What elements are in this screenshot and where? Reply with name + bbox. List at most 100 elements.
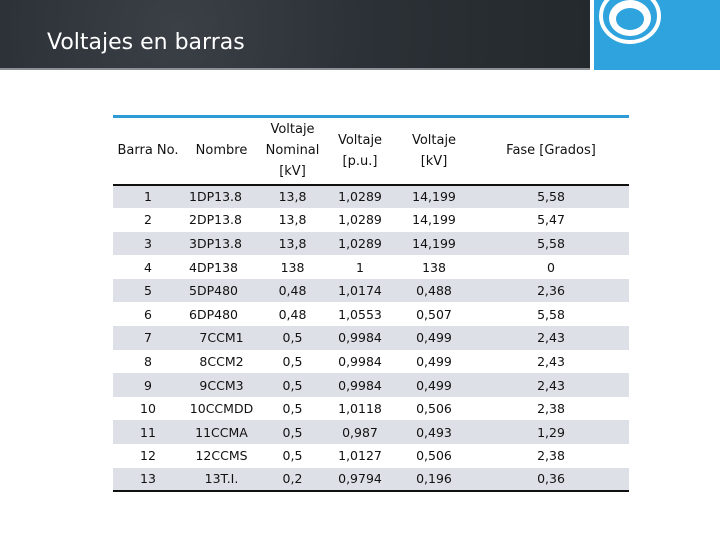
- header-voltaje-pu: Voltaje [p.u.]: [325, 115, 395, 186]
- cell-voltaje-kv: 0,506: [416, 448, 452, 464]
- cell-voltaje-pu: 0,9794: [325, 467, 395, 493]
- cell-fase: 2,43: [537, 353, 565, 369]
- table-row: 4 4DP138 138 1 138 0: [113, 255, 629, 279]
- table-row: 13 13T.I. 0,2 0,9794 0,196 0,36: [113, 467, 629, 493]
- header-fase-text: Fase [Grados]: [506, 143, 596, 159]
- cell-voltaje-pu: 1,0553: [338, 306, 382, 322]
- cell-fase: 0: [547, 259, 555, 275]
- cell-voltaje-nominal: 0,5: [282, 330, 303, 346]
- cell-nombre: 13T.I.: [183, 467, 260, 493]
- cell-voltaje-nominal: 0,5: [282, 424, 303, 440]
- cell-voltaje-pu: 1,0289: [338, 235, 382, 251]
- header-line: [kV]: [420, 153, 448, 169]
- cell-voltaje-kv: 14,199: [412, 235, 456, 251]
- cell-barra-no: 13: [113, 467, 183, 493]
- cell-barra-no: 12: [140, 448, 156, 464]
- cell-voltaje-nominal: 13,8: [278, 212, 307, 228]
- cell-barra-no: 1: [144, 189, 152, 205]
- cell-fase: 5,58: [537, 235, 565, 251]
- cell-nombre: 8CCM2: [199, 353, 244, 369]
- cell-nombre: 6DP480: [189, 306, 238, 322]
- cell-fase: 2,43: [537, 377, 565, 393]
- cell-voltaje-nominal: 13,8: [278, 189, 307, 205]
- table-row: 10 10CCMDD 0,5 1,0118 0,506 2,38: [113, 396, 629, 421]
- cell-barra-no: 8: [144, 353, 152, 369]
- cell-nombre: 10CCMDD: [189, 401, 254, 417]
- header-barra: Barra No.: [113, 115, 183, 186]
- cell-fase: 5,47: [537, 212, 565, 228]
- cell-barra-no: 10: [140, 401, 156, 417]
- cell-barra-no: 2: [144, 212, 152, 228]
- header-line: [kV]: [279, 164, 306, 180]
- title-underline: [0, 68, 590, 70]
- cell-nombre: 3DP13.8: [189, 235, 242, 251]
- cell-barra-no: 4: [144, 259, 152, 275]
- cell-voltaje-kv: 14,199: [412, 189, 456, 205]
- cell-fase: 2,36: [537, 283, 565, 299]
- cell-voltaje-nominal: 0,5: [282, 401, 303, 417]
- table-row: 11 11CCMA 0,5 0,987 0,493 1,29: [113, 420, 629, 445]
- header-voltaje-kv: Voltaje [kV]: [395, 115, 473, 186]
- cell-nombre: 1DP13.8: [189, 189, 242, 205]
- cell-fase: 5,58: [537, 306, 565, 322]
- header-nombre-text: Nombre: [195, 143, 248, 159]
- cell-barra-no: 3: [144, 235, 152, 251]
- cell-voltaje-pu: 0,987: [342, 424, 378, 440]
- cell-voltaje-kv: 138: [422, 259, 446, 275]
- cell-voltaje-kv: 0,499: [416, 353, 452, 369]
- cell-voltaje-kv: 0,506: [416, 401, 452, 417]
- cell-voltaje-nominal: 138: [280, 259, 305, 275]
- title-bar: [0, 0, 590, 70]
- cell-voltaje-pu: 1,0118: [338, 401, 382, 417]
- table-row: 9 9CCM3 0,5 0,9984 0,499 2,43: [113, 373, 629, 397]
- voltage-table: Barra No. Nombre Voltaje Nominal [kV] Vo…: [113, 115, 629, 493]
- cell-voltaje-nominal: 0,48: [278, 283, 307, 299]
- header-fase: Fase [Grados]: [473, 115, 629, 186]
- header-line: Voltaje: [337, 132, 383, 148]
- cell-voltaje-kv: 0,499: [416, 377, 452, 393]
- cell-voltaje-kv: 0,493: [416, 424, 452, 440]
- cell-fase: 0,36: [473, 467, 629, 493]
- header-line: [p.u.]: [342, 153, 378, 169]
- cell-voltaje-pu: 1: [356, 259, 364, 275]
- cell-fase: 1,29: [537, 424, 565, 440]
- header-line: Nominal: [265, 143, 320, 159]
- cell-fase: 2,38: [537, 448, 565, 464]
- table-row: 2 2DP13.8 13,8 1,0289 14,199 5,47: [113, 208, 629, 232]
- cell-voltaje-pu: 0,9984: [338, 353, 382, 369]
- cell-voltaje-kv: 14,199: [412, 212, 456, 228]
- cell-barra-no: 5: [144, 283, 152, 299]
- table-row: 5 5DP480 0,48 1,0174 0,488 2,36: [113, 278, 629, 303]
- cell-fase: 2,38: [537, 401, 565, 417]
- header-barra-text: Barra No.: [117, 143, 179, 159]
- table-row: 1 1DP13.8 13,8 1,0289 14,199 5,58: [113, 184, 629, 209]
- cell-voltaje-nominal: 13,8: [278, 235, 307, 251]
- header-nombre: Nombre: [183, 115, 260, 186]
- header-line: Voltaje: [270, 122, 315, 138]
- cell-voltaje-nominal: 0,5: [282, 448, 303, 464]
- cell-fase: 5,58: [537, 189, 565, 205]
- table-row: 12 12CCMS 0,5 1,0127 0,506 2,38: [113, 444, 629, 468]
- cell-voltaje-pu: 1,0127: [338, 448, 382, 464]
- table-row: 8 8CCM2 0,5 0,9984 0,499 2,43: [113, 349, 629, 374]
- header-voltaje-nominal: Voltaje Nominal [kV]: [260, 115, 325, 186]
- cell-barra-no: 6: [144, 306, 152, 322]
- cell-voltaje-nominal: 0,5: [282, 353, 303, 369]
- cell-nombre: 11CCMA: [195, 424, 248, 440]
- cell-voltaje-pu: 1,0289: [338, 189, 382, 205]
- cell-voltaje-kv: 0,196: [395, 467, 473, 493]
- header-line: Voltaje: [411, 132, 457, 148]
- cell-voltaje-pu: 1,0174: [338, 283, 382, 299]
- cell-voltaje-pu: 0,9984: [338, 330, 382, 346]
- cell-voltaje-nominal: 0,2: [260, 467, 325, 493]
- cell-voltaje-kv: 0,499: [416, 330, 452, 346]
- table-row: 7 7CCM1 0,5 0,9984 0,499 2,43: [113, 326, 629, 350]
- table-row: 3 3DP13.8 13,8 1,0289 14,199 5,58: [113, 231, 629, 256]
- cell-barra-no: 7: [144, 330, 152, 346]
- cell-voltaje-kv: 0,507: [416, 306, 452, 322]
- cell-barra-no: 11: [140, 424, 156, 440]
- slide-title: Voltajes en barras: [47, 30, 245, 55]
- cell-nombre: 4DP138: [189, 259, 238, 275]
- cell-voltaje-nominal: 0,48: [278, 306, 307, 322]
- table-header-row: Barra No. Nombre Voltaje Nominal [kV] Vo…: [113, 115, 629, 186]
